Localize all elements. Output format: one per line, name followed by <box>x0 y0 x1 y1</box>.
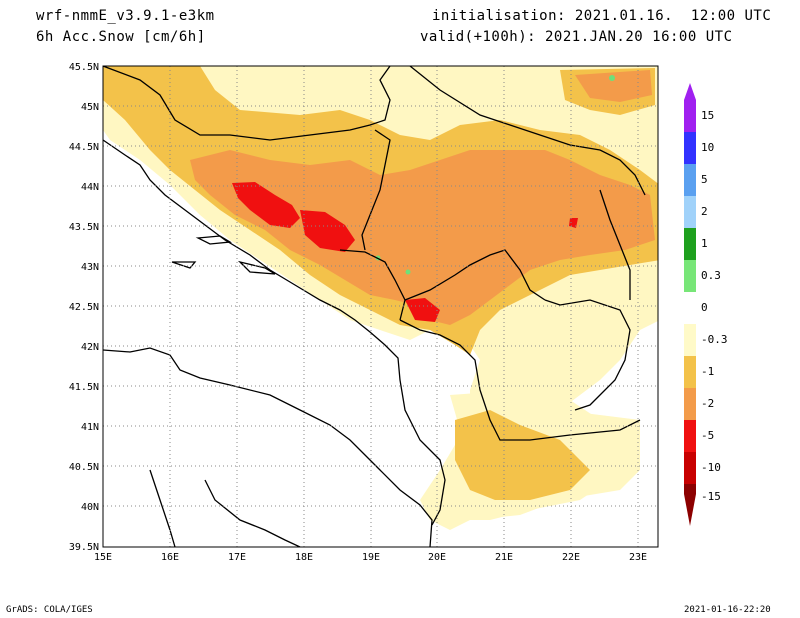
colorbar-label: -0.3 <box>701 333 728 346</box>
colorbar-label: -15 <box>701 490 721 503</box>
colorbar-label: 2 <box>701 205 708 218</box>
snow-field <box>103 66 658 547</box>
colorbar-box <box>684 452 696 484</box>
field-title: 6h Acc.Snow [cm/6h] <box>36 29 206 45</box>
colorbar-box <box>684 356 696 388</box>
lat-tick: 41.5N <box>69 382 99 393</box>
lon-tick: 23E <box>629 552 647 563</box>
border-croatia-bosnia <box>103 66 391 141</box>
border-serbia-romania <box>409 66 646 196</box>
valid-time: valid(+100h): 2021.JAN.20 16:00 UTC <box>420 29 733 45</box>
border-serbia-bulgaria <box>599 189 631 300</box>
border-montenegro <box>339 249 406 321</box>
colorbar-label: 10 <box>701 141 714 154</box>
lat-tick: 43N <box>81 262 99 273</box>
colorbar-box <box>684 164 696 196</box>
colorbar-box <box>684 100 696 132</box>
snow-area-red-1 <box>232 182 300 228</box>
colorbar-box <box>684 196 696 228</box>
colorbar-arrow-bottom <box>684 494 696 526</box>
border-bosnia-east <box>361 129 391 251</box>
lat-tick: 40N <box>81 502 99 513</box>
lat-tick: 42.5N <box>69 302 99 313</box>
lon-tick: 18E <box>295 552 313 563</box>
footer-timestamp: 2021-01-16-22:20 <box>684 605 771 615</box>
snow-area-red-2 <box>300 210 355 252</box>
footer-credit: GrADS: COLA/IGES <box>6 605 93 615</box>
lat-tick: 45N <box>81 102 99 113</box>
lat-tick: 40.5N <box>69 462 99 473</box>
colorbar-label: 5 <box>701 173 708 186</box>
colorbar-label: 1 <box>701 237 708 250</box>
lon-tick: 16E <box>161 552 179 563</box>
colorbar-label: -10 <box>701 461 721 474</box>
lat-tick: 43.5N <box>69 222 99 233</box>
colorbar-box <box>684 132 696 164</box>
colorbar-label: 15 <box>701 109 714 122</box>
colorbar-box <box>684 484 696 494</box>
snow-area-yellow-south <box>455 410 590 500</box>
grid-lines <box>103 66 658 547</box>
lon-axis: 15E 16E 17E 18E 19E 20E 21E 22E 23E <box>94 552 647 563</box>
colorbar: 15 10 5 2 1 0.3 0 -0.3 -1 -2 -5 -10 -15 <box>684 83 728 526</box>
lon-tick: 20E <box>428 552 446 563</box>
border-kosovo <box>404 249 546 301</box>
snow-area-red-3 <box>405 298 440 322</box>
lon-tick: 21E <box>495 552 513 563</box>
lat-tick: 42N <box>81 342 99 353</box>
colorbar-label: 0 <box>701 301 708 314</box>
lon-tick: 19E <box>362 552 380 563</box>
map-frame <box>102 65 659 548</box>
lon-tick: 22E <box>562 552 580 563</box>
lat-tick: 44N <box>81 182 99 193</box>
colorbar-box <box>684 228 696 260</box>
island-2 <box>237 260 276 275</box>
colorbar-box <box>684 292 696 324</box>
italy-heel <box>204 479 301 547</box>
italy-west <box>149 469 176 547</box>
colorbar-box <box>684 324 696 356</box>
border-macedonia-bulgaria <box>544 299 631 411</box>
snow-area-orange-ne <box>575 70 652 102</box>
snow-spot-green-1 <box>609 75 615 81</box>
colorbar-box <box>684 420 696 452</box>
colorbar-label: 0.3 <box>701 269 721 282</box>
snow-spot-green-3 <box>405 269 411 275</box>
colorbar-label: -2 <box>701 397 714 410</box>
lat-axis: 45.5N 45N 44.5N 44N 43.5N 43N 42.5N 42N … <box>69 62 99 553</box>
colorbar-label: -1 <box>701 365 714 378</box>
lon-tick: 17E <box>228 552 246 563</box>
dalmatian-coast <box>103 139 446 526</box>
lat-tick: 45.5N <box>69 62 99 73</box>
colorbar-arrow-top <box>684 83 696 100</box>
italy-coast <box>103 347 433 547</box>
colorbar-box <box>684 388 696 420</box>
island-1 <box>195 235 233 245</box>
init-time: initialisation: 2021.01.16. 12:00 UTC <box>432 8 772 24</box>
coastlines <box>103 139 446 547</box>
colorbar-box <box>684 260 696 292</box>
lon-tick: 15E <box>94 552 112 563</box>
lat-tick: 44.5N <box>69 142 99 153</box>
lat-tick: 41N <box>81 422 99 433</box>
snow-area-orange <box>190 150 655 325</box>
lat-tick: 39.5N <box>69 542 99 553</box>
island-3 <box>171 261 197 269</box>
model-title: wrf-nmmE_v3.9.1-e3km <box>36 8 215 24</box>
colorbar-label: -5 <box>701 429 714 442</box>
